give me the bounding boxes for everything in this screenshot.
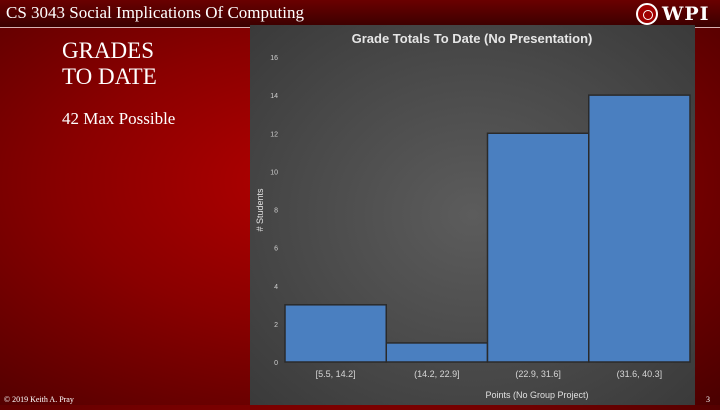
bar <box>486 132 590 363</box>
bar <box>385 342 489 363</box>
x-tick-label: (14.2, 22.9] <box>414 369 460 379</box>
slide-subtitle: 42 Max Possible <box>62 109 176 128</box>
y-tick-label: 8 <box>274 208 278 215</box>
slide-number: 3 <box>706 395 710 404</box>
y-tick-label: 12 <box>270 131 278 138</box>
slide-title: GRADES TO DATE <box>62 38 157 89</box>
wpi-logo: WPI <box>636 1 710 26</box>
histogram-chart: Grade Totals To Date (No Presentation) #… <box>255 31 691 400</box>
y-tick-label: 6 <box>274 246 278 253</box>
x-tick-label: (22.9, 31.6] <box>515 369 561 379</box>
x-axis-label: Points (No Group Project) <box>485 390 588 400</box>
chart-title: Grade Totals To Date (No Presentation) <box>352 31 593 46</box>
chart-panel: Grade Totals To Date (No Presentation) #… <box>250 25 695 405</box>
logo-text: WPI <box>662 2 710 25</box>
bars <box>284 94 691 363</box>
x-tick-label: [5.5, 14.2] <box>316 369 356 379</box>
course-title: CS 3043 Social Implications Of Computing <box>6 3 304 22</box>
y-axis-ticks: 0 2 4 6 8 10 12 14 16 <box>270 55 278 367</box>
x-tick-label: (31.6, 40.3] <box>617 369 663 379</box>
y-tick-label: 14 <box>270 93 278 100</box>
header-bar: CS 3043 Social Implications Of Computing… <box>0 0 720 28</box>
x-axis-ticks: [5.5, 14.2] (14.2, 22.9] (22.9, 31.6] (31.6… <box>316 369 663 379</box>
y-tick-label: 0 <box>274 360 278 367</box>
y-tick-label: 4 <box>274 284 278 291</box>
y-tick-label: 16 <box>270 55 278 62</box>
copyright-footer: © 2019 Keith A. Pray <box>4 395 74 404</box>
bar <box>588 94 691 363</box>
bar <box>284 304 387 363</box>
y-tick-label: 10 <box>270 169 278 176</box>
y-axis-label: # Students <box>255 188 265 232</box>
y-tick-label: 2 <box>274 322 278 329</box>
wpi-seal-icon <box>636 2 658 25</box>
